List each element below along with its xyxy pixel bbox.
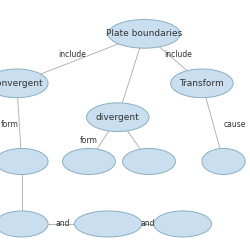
Text: Transform: Transform [180,79,224,88]
Text: and: and [140,220,155,228]
Ellipse shape [0,69,48,98]
Ellipse shape [62,148,116,174]
Ellipse shape [154,211,212,237]
Ellipse shape [108,20,180,48]
Ellipse shape [122,148,176,174]
Ellipse shape [171,69,233,98]
Text: form: form [80,136,98,145]
Text: include: include [58,50,86,59]
Text: and: and [55,220,70,228]
Text: include: include [164,50,192,59]
Text: convergent: convergent [0,79,43,88]
Text: divergent: divergent [96,113,140,122]
Ellipse shape [0,148,48,174]
Ellipse shape [86,103,149,132]
Ellipse shape [202,148,245,174]
Ellipse shape [0,211,48,237]
Ellipse shape [74,211,142,237]
Text: cause: cause [223,120,246,130]
Text: form: form [1,120,18,130]
Text: Plate boundaries: Plate boundaries [106,29,182,38]
